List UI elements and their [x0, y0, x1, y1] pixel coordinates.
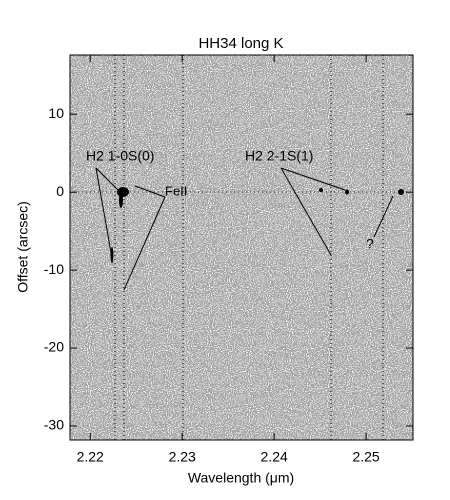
y-tick-label: 10 [48, 105, 64, 121]
annotation: H2 2-1S(1) [245, 148, 313, 164]
y-tick-label: -30 [44, 417, 64, 433]
x-tick-label: 2.23 [169, 449, 196, 465]
plot-frame [69, 54, 414, 441]
annotation-pointers [95, 167, 394, 291]
x-tick-label: 2.25 [352, 449, 379, 465]
spectrum-image [70, 55, 413, 440]
x-tick-label: 2.24 [261, 449, 288, 465]
chart-title: HH34 long K [198, 35, 283, 52]
annotation: H2 1-0S(0) [86, 148, 154, 164]
x-axis-label: Wavelength (μm) [188, 470, 294, 486]
y-tick-label: -10 [44, 261, 64, 277]
y-tick-label: 0 [56, 183, 64, 199]
annotation: FeII [165, 183, 187, 198]
y-tick-label: -20 [44, 339, 64, 355]
x-tick-label: 2.22 [77, 449, 104, 465]
annotation: ? [366, 236, 374, 252]
y-axis-label: Offset (arcsec) [15, 201, 31, 293]
